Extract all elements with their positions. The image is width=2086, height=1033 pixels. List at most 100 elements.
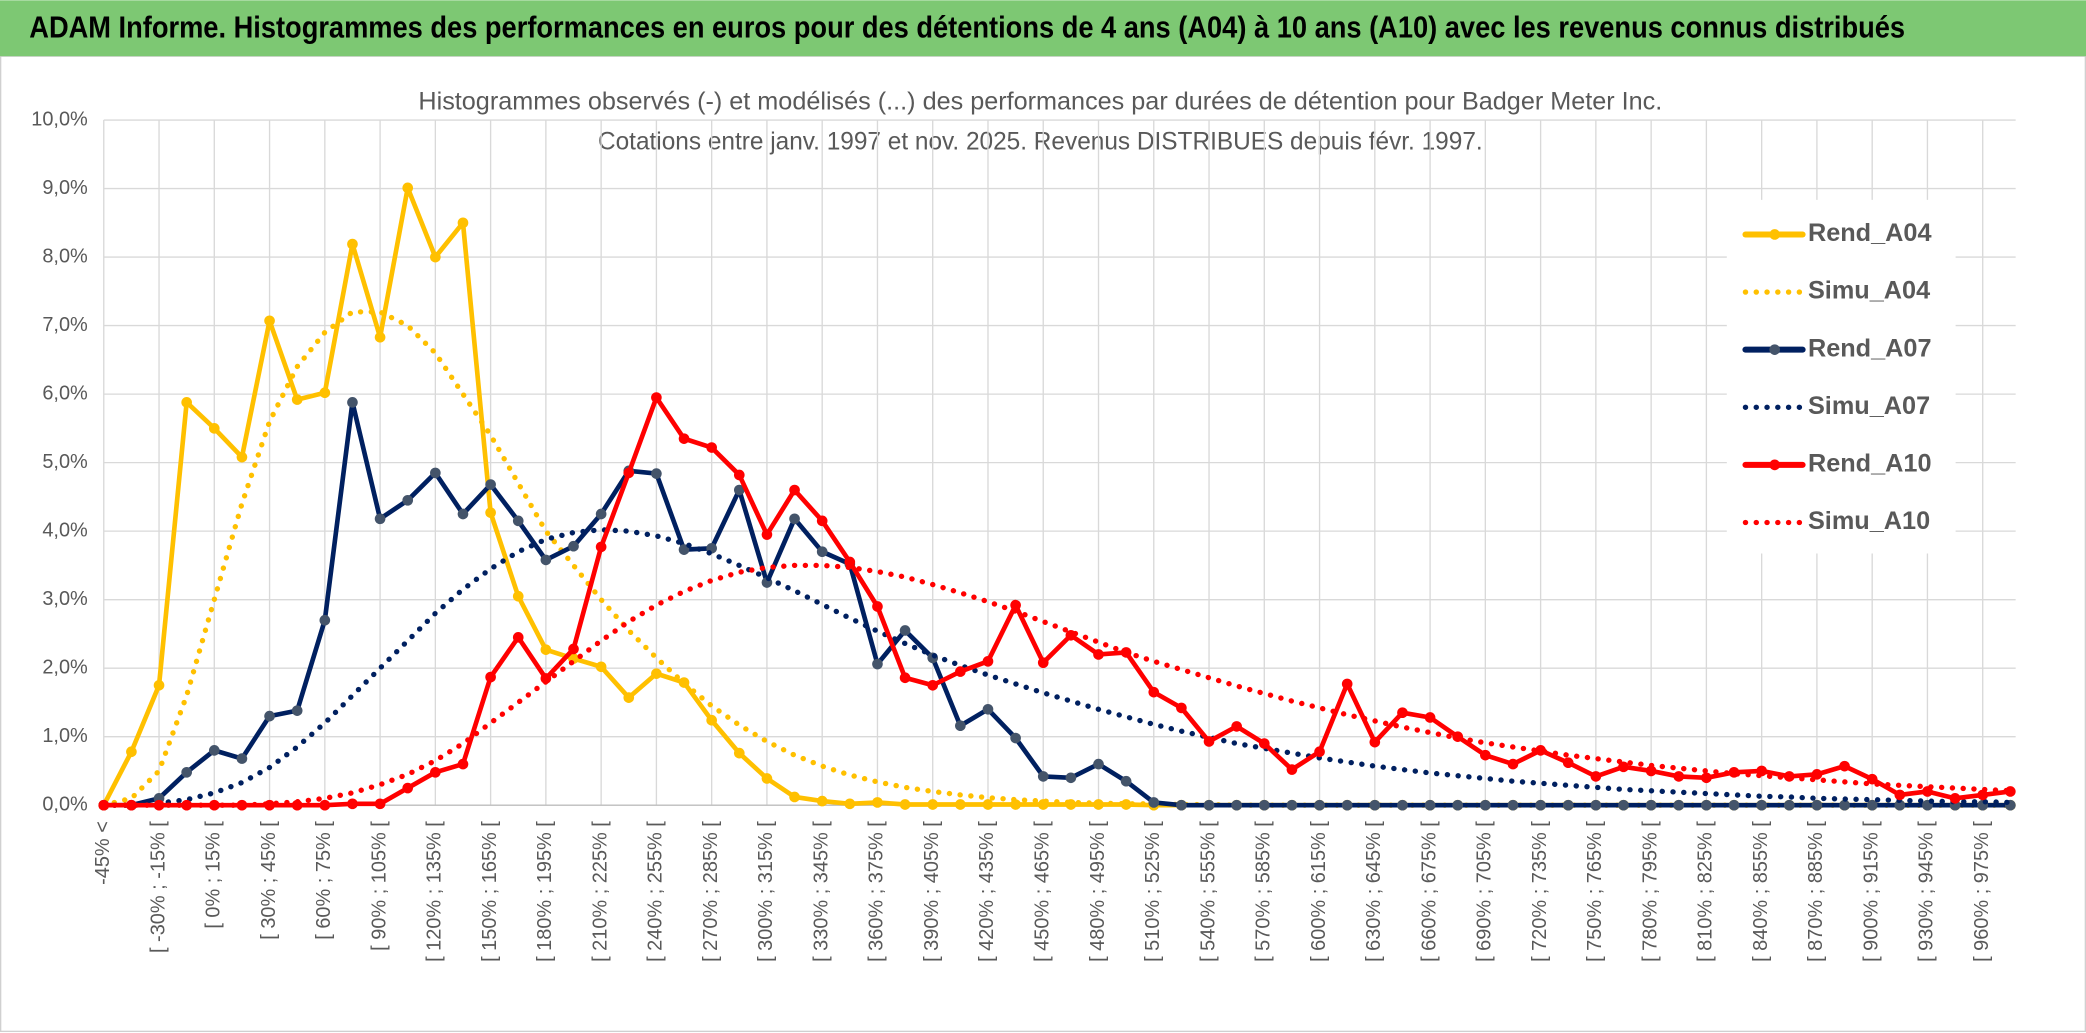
y-tick-label: 8,0% [42,245,88,267]
point [457,508,469,520]
point [1562,757,1574,769]
point [651,468,662,479]
point [1507,799,1519,811]
point [761,773,773,784]
legend-label: Simu_A10 [1808,507,1930,535]
point [208,745,220,756]
legend: Rend_A04 Simu_A04 Rend_A07 Simu_A07 Rend_A10… [1726,199,1956,554]
point [623,467,635,479]
point [1176,702,1187,714]
legend-marker [1769,344,1781,355]
point [1839,799,1850,811]
y-tick-label: 5,0% [42,451,88,473]
point [844,798,856,810]
y-tick-label: 4,0% [42,519,88,541]
x-tick-label: -45% < [92,821,114,885]
point [733,469,745,481]
y-tick-label: 3,0% [42,588,88,610]
x-tick-label: [ 90% ; 105% [ [368,821,390,951]
point [595,541,607,553]
point [1480,749,1491,761]
point [789,513,800,525]
point [1507,758,1519,770]
point [982,799,994,810]
point [236,451,248,463]
x-tick-label: [ 30% ; 45% [ [258,821,280,940]
x-tick-label: [ 720% ; 735% [ [1529,821,1551,962]
x-tick-label: [ 240% ; 255% [ [645,821,667,962]
point [319,799,331,811]
point [1314,746,1325,758]
point [374,513,386,525]
legend-label: Rend_A07 [1808,334,1932,362]
x-tick-label: [ 570% ; 585% [ [1253,821,1275,962]
point [1590,771,1602,782]
point [1728,799,1740,811]
legend-marker [1769,229,1781,240]
point [1286,764,1298,775]
x-tick-label: [ 810% ; 825% [ [1695,821,1717,962]
point [678,544,690,555]
point [844,556,856,568]
point [347,798,358,810]
point [319,387,331,399]
point [181,766,192,778]
x-tick-label: [ 930% ; 945% [ [1916,821,1938,962]
x-tick-label: [ 0% ; 15% [ [203,821,225,929]
point [457,217,469,229]
point [1424,712,1436,723]
point [1010,732,1021,744]
point [374,798,386,810]
point [651,668,662,679]
point [1369,799,1381,811]
x-tick-label: [ 780% ; 795% [ [1639,821,1661,962]
legend-marker [1769,459,1781,471]
point [1866,799,1878,811]
point [1258,738,1270,749]
point [1535,799,1546,811]
x-tick-label: [ 300% ; 315% [ [755,821,777,962]
point [733,747,745,759]
point [181,799,192,811]
point [899,625,911,636]
y-tick-label: 7,0% [42,314,88,336]
x-tick-label: [ 540% ; 555% [ [1197,821,1219,962]
point [1424,799,1436,811]
x-tick-label: [ -30% ; -15% [ [147,821,169,953]
point [1701,799,1712,811]
x-tick-label: [ 960% ; 975% [ [1971,821,1993,962]
point [927,679,939,691]
x-tick-label: [ 210% ; 225% [ [589,821,611,962]
point [208,423,220,434]
y-tick-label: 10,0% [31,108,88,130]
point [1977,789,1989,801]
point [1314,799,1325,811]
point [540,644,552,655]
point [1480,799,1491,811]
point [1037,771,1049,782]
x-tick-label: [ 510% ; 525% [ [1142,821,1164,962]
point [568,540,579,552]
point [153,679,165,691]
x-tick-label: [ 660% ; 675% [ [1418,821,1440,962]
point [291,394,303,405]
point [264,710,275,722]
point [789,791,800,803]
point [1369,736,1381,748]
point [623,692,635,703]
model-line [101,562,2014,808]
model-line [101,527,2014,808]
point [512,590,524,602]
point [651,392,662,403]
grid [103,119,2016,806]
x-tick-label: [ 870% ; 885% [ [1805,821,1827,962]
point [761,529,773,540]
point [347,397,358,408]
point [126,746,137,758]
point [402,182,414,194]
point [1590,799,1602,811]
point [1093,758,1104,770]
point [1811,799,1823,811]
point [872,797,883,808]
